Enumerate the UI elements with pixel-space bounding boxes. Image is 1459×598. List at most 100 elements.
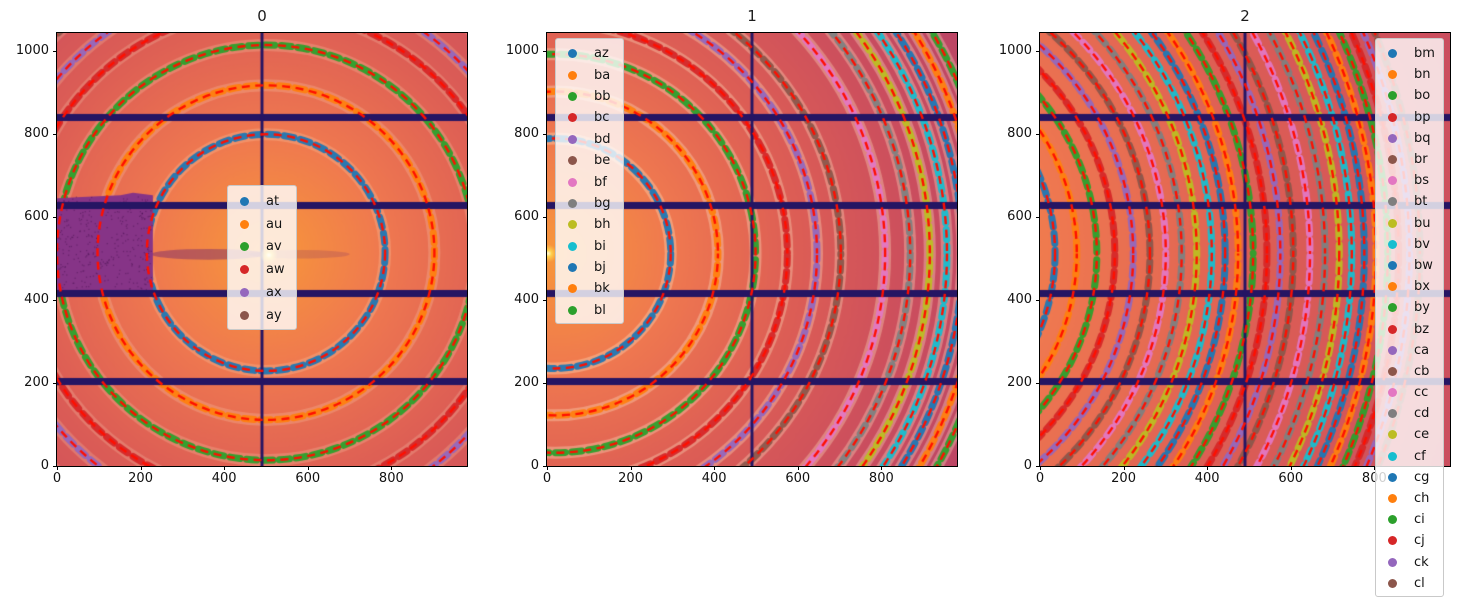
x-tick xyxy=(224,466,226,470)
legend-marker-dot xyxy=(240,242,249,252)
legend-marker-dot xyxy=(1388,155,1397,165)
legend-marker-dot xyxy=(568,49,577,59)
y-tick-label: 0 xyxy=(40,458,49,473)
legend-marker-dot xyxy=(1388,388,1397,398)
legend-marker-dot xyxy=(240,219,249,229)
y-tick-label: 1000 xyxy=(15,42,49,58)
legend-marker-dot xyxy=(1388,133,1397,143)
legend-label: av xyxy=(266,239,282,255)
legend-marker-dot xyxy=(1388,472,1397,482)
x-tick xyxy=(630,466,632,470)
x-tick-label: 0 xyxy=(52,471,62,486)
legend-marker-dot xyxy=(568,156,577,166)
legend-item: au xyxy=(236,213,290,236)
legend-marker-dot xyxy=(1388,197,1397,207)
legend-item: cg xyxy=(1384,467,1437,488)
legend-item: ch xyxy=(1384,488,1437,509)
legend-item: bq xyxy=(1384,128,1437,149)
legend-marker-dot xyxy=(1388,70,1397,80)
x-tick-label: 400 xyxy=(701,471,727,486)
legend-0: at au av aw ax ay xyxy=(227,185,297,330)
legend-item: bz xyxy=(1384,318,1437,339)
y-tick xyxy=(53,299,57,301)
legend-marker-dot xyxy=(1388,430,1397,440)
legend-label: bb xyxy=(594,88,611,104)
legend-item: bn xyxy=(1384,64,1437,85)
y-tick xyxy=(543,133,547,135)
x-tick-label: 600 xyxy=(785,471,811,486)
legend-2: bm bn bo bp bq br bs bt bu bv bw bx by bz ca cb cc cd ce cf… xyxy=(1375,38,1444,597)
legend-label: cf xyxy=(1414,448,1426,464)
legend-marker-dot xyxy=(240,265,249,275)
y-tick-label: 800 xyxy=(24,125,49,141)
legend-label: bg xyxy=(594,195,611,211)
legend-label: cc xyxy=(1414,385,1429,401)
legend-label: br xyxy=(1414,152,1428,168)
legend-item: bt xyxy=(1384,191,1437,212)
legend-marker-dot xyxy=(1388,409,1397,419)
x-tick xyxy=(1040,466,1041,470)
legend-marker-dot xyxy=(568,241,577,251)
legend-label: by xyxy=(1414,300,1430,316)
legend-marker-dot xyxy=(568,305,577,315)
legend-marker-dot xyxy=(1388,494,1397,504)
legend-item: cd xyxy=(1384,403,1437,424)
legend-label: bh xyxy=(594,217,611,233)
legend-item: bi xyxy=(564,236,617,257)
legend-item: bl xyxy=(564,300,617,321)
legend-label: bt xyxy=(1414,194,1428,210)
legend-label: bj xyxy=(594,260,606,276)
legend-item: cc xyxy=(1384,382,1437,403)
legend-marker-dot xyxy=(240,288,249,298)
x-tick-label: 800 xyxy=(378,471,404,486)
legend-item: bk xyxy=(564,278,617,299)
legend-item: bs xyxy=(1384,170,1437,191)
legend-marker-dot xyxy=(568,284,577,294)
legend-item: ck xyxy=(1384,552,1437,573)
x-tick-label: 200 xyxy=(128,471,153,486)
legend-item: bc xyxy=(564,107,617,128)
y-tick-label: 400 xyxy=(24,291,49,307)
legend-item: cl xyxy=(1384,573,1437,594)
legend-item: by xyxy=(1384,297,1437,318)
y-tick-label: 600 xyxy=(1007,208,1032,224)
legend-item: bp xyxy=(1384,107,1437,128)
legend-marker-dot xyxy=(1388,260,1397,270)
legend-marker-dot xyxy=(1388,515,1397,525)
legend-label: bp xyxy=(1414,109,1431,125)
legend-item: bu xyxy=(1384,213,1437,234)
y-tick xyxy=(53,133,57,135)
legend-label: bm xyxy=(1414,46,1435,62)
legend-item: bw xyxy=(1384,255,1437,276)
y-tick-label: 600 xyxy=(514,208,539,224)
y-tick-label: 1000 xyxy=(505,42,539,58)
legend-item: cb xyxy=(1384,361,1437,382)
y-tick-label: 200 xyxy=(24,374,49,390)
legend-item: cj xyxy=(1384,530,1437,551)
legend-marker-dot xyxy=(1388,218,1397,228)
legend-label: bx xyxy=(1414,279,1430,295)
legend-item: bv xyxy=(1384,234,1437,255)
x-tick-label: 600 xyxy=(1278,471,1304,486)
legend-marker-dot xyxy=(1388,536,1397,546)
x-tick xyxy=(57,466,58,470)
legend-label: ck xyxy=(1414,554,1429,570)
legend-item: bx xyxy=(1384,276,1437,297)
legend-label: ci xyxy=(1414,512,1425,528)
legend-marker-dot xyxy=(240,310,249,320)
legend-label: az xyxy=(594,46,609,62)
y-tick xyxy=(1036,50,1040,52)
legend-label: cl xyxy=(1414,575,1425,591)
legend-item: az xyxy=(564,43,617,64)
y-tick xyxy=(1036,299,1040,301)
legend-item: ba xyxy=(564,64,617,85)
legend-item: ax xyxy=(236,281,290,304)
legend-marker-dot xyxy=(568,220,577,230)
legend-marker-dot xyxy=(1388,176,1397,186)
y-tick-label: 1000 xyxy=(998,42,1032,58)
y-tick xyxy=(543,466,547,467)
y-tick xyxy=(53,466,57,467)
legend-label: ba xyxy=(594,67,611,83)
x-tick xyxy=(1123,466,1125,470)
x-tick xyxy=(1374,466,1376,470)
